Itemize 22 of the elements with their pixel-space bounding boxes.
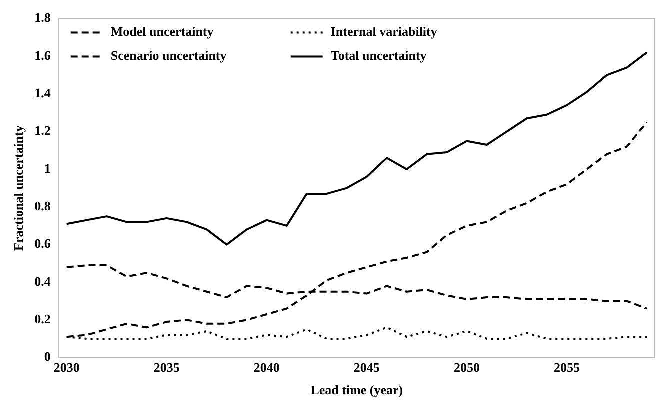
y-tick-label: 0.6 (34, 236, 52, 252)
y-tick-label: 0.8 (34, 198, 52, 214)
y-tick-label: 0 (44, 349, 51, 364)
y-tick-label: 0.2 (34, 311, 51, 326)
y-tick-label: 1 (44, 160, 51, 176)
x-tick-label: 2055 (554, 360, 580, 375)
legend-label: Internal variability (330, 24, 438, 40)
y-tick-label: 1.2 (34, 123, 51, 138)
x-tick-label: 2050 (454, 360, 480, 375)
legend-label: Total uncertainty (330, 48, 428, 64)
y-tick-label: 1.6 (34, 48, 52, 63)
x-tick-label: 2035 (154, 360, 180, 375)
x-tick-label: 2030 (54, 360, 80, 375)
y-tick-label: 0.4 (34, 274, 52, 289)
legend-label: Scenario uncertainty (110, 48, 228, 64)
legend-label: Model uncertainty (110, 24, 214, 40)
y-tick-label: 1.4 (34, 85, 52, 100)
x-tick-label: 2045 (354, 360, 380, 375)
y-axis-title: Fractional uncertainty (11, 125, 26, 251)
x-tick-label: 2040 (254, 360, 280, 375)
y-tick-label: 1.8 (34, 10, 52, 26)
x-axis-title: Lead time (year) (310, 382, 404, 398)
